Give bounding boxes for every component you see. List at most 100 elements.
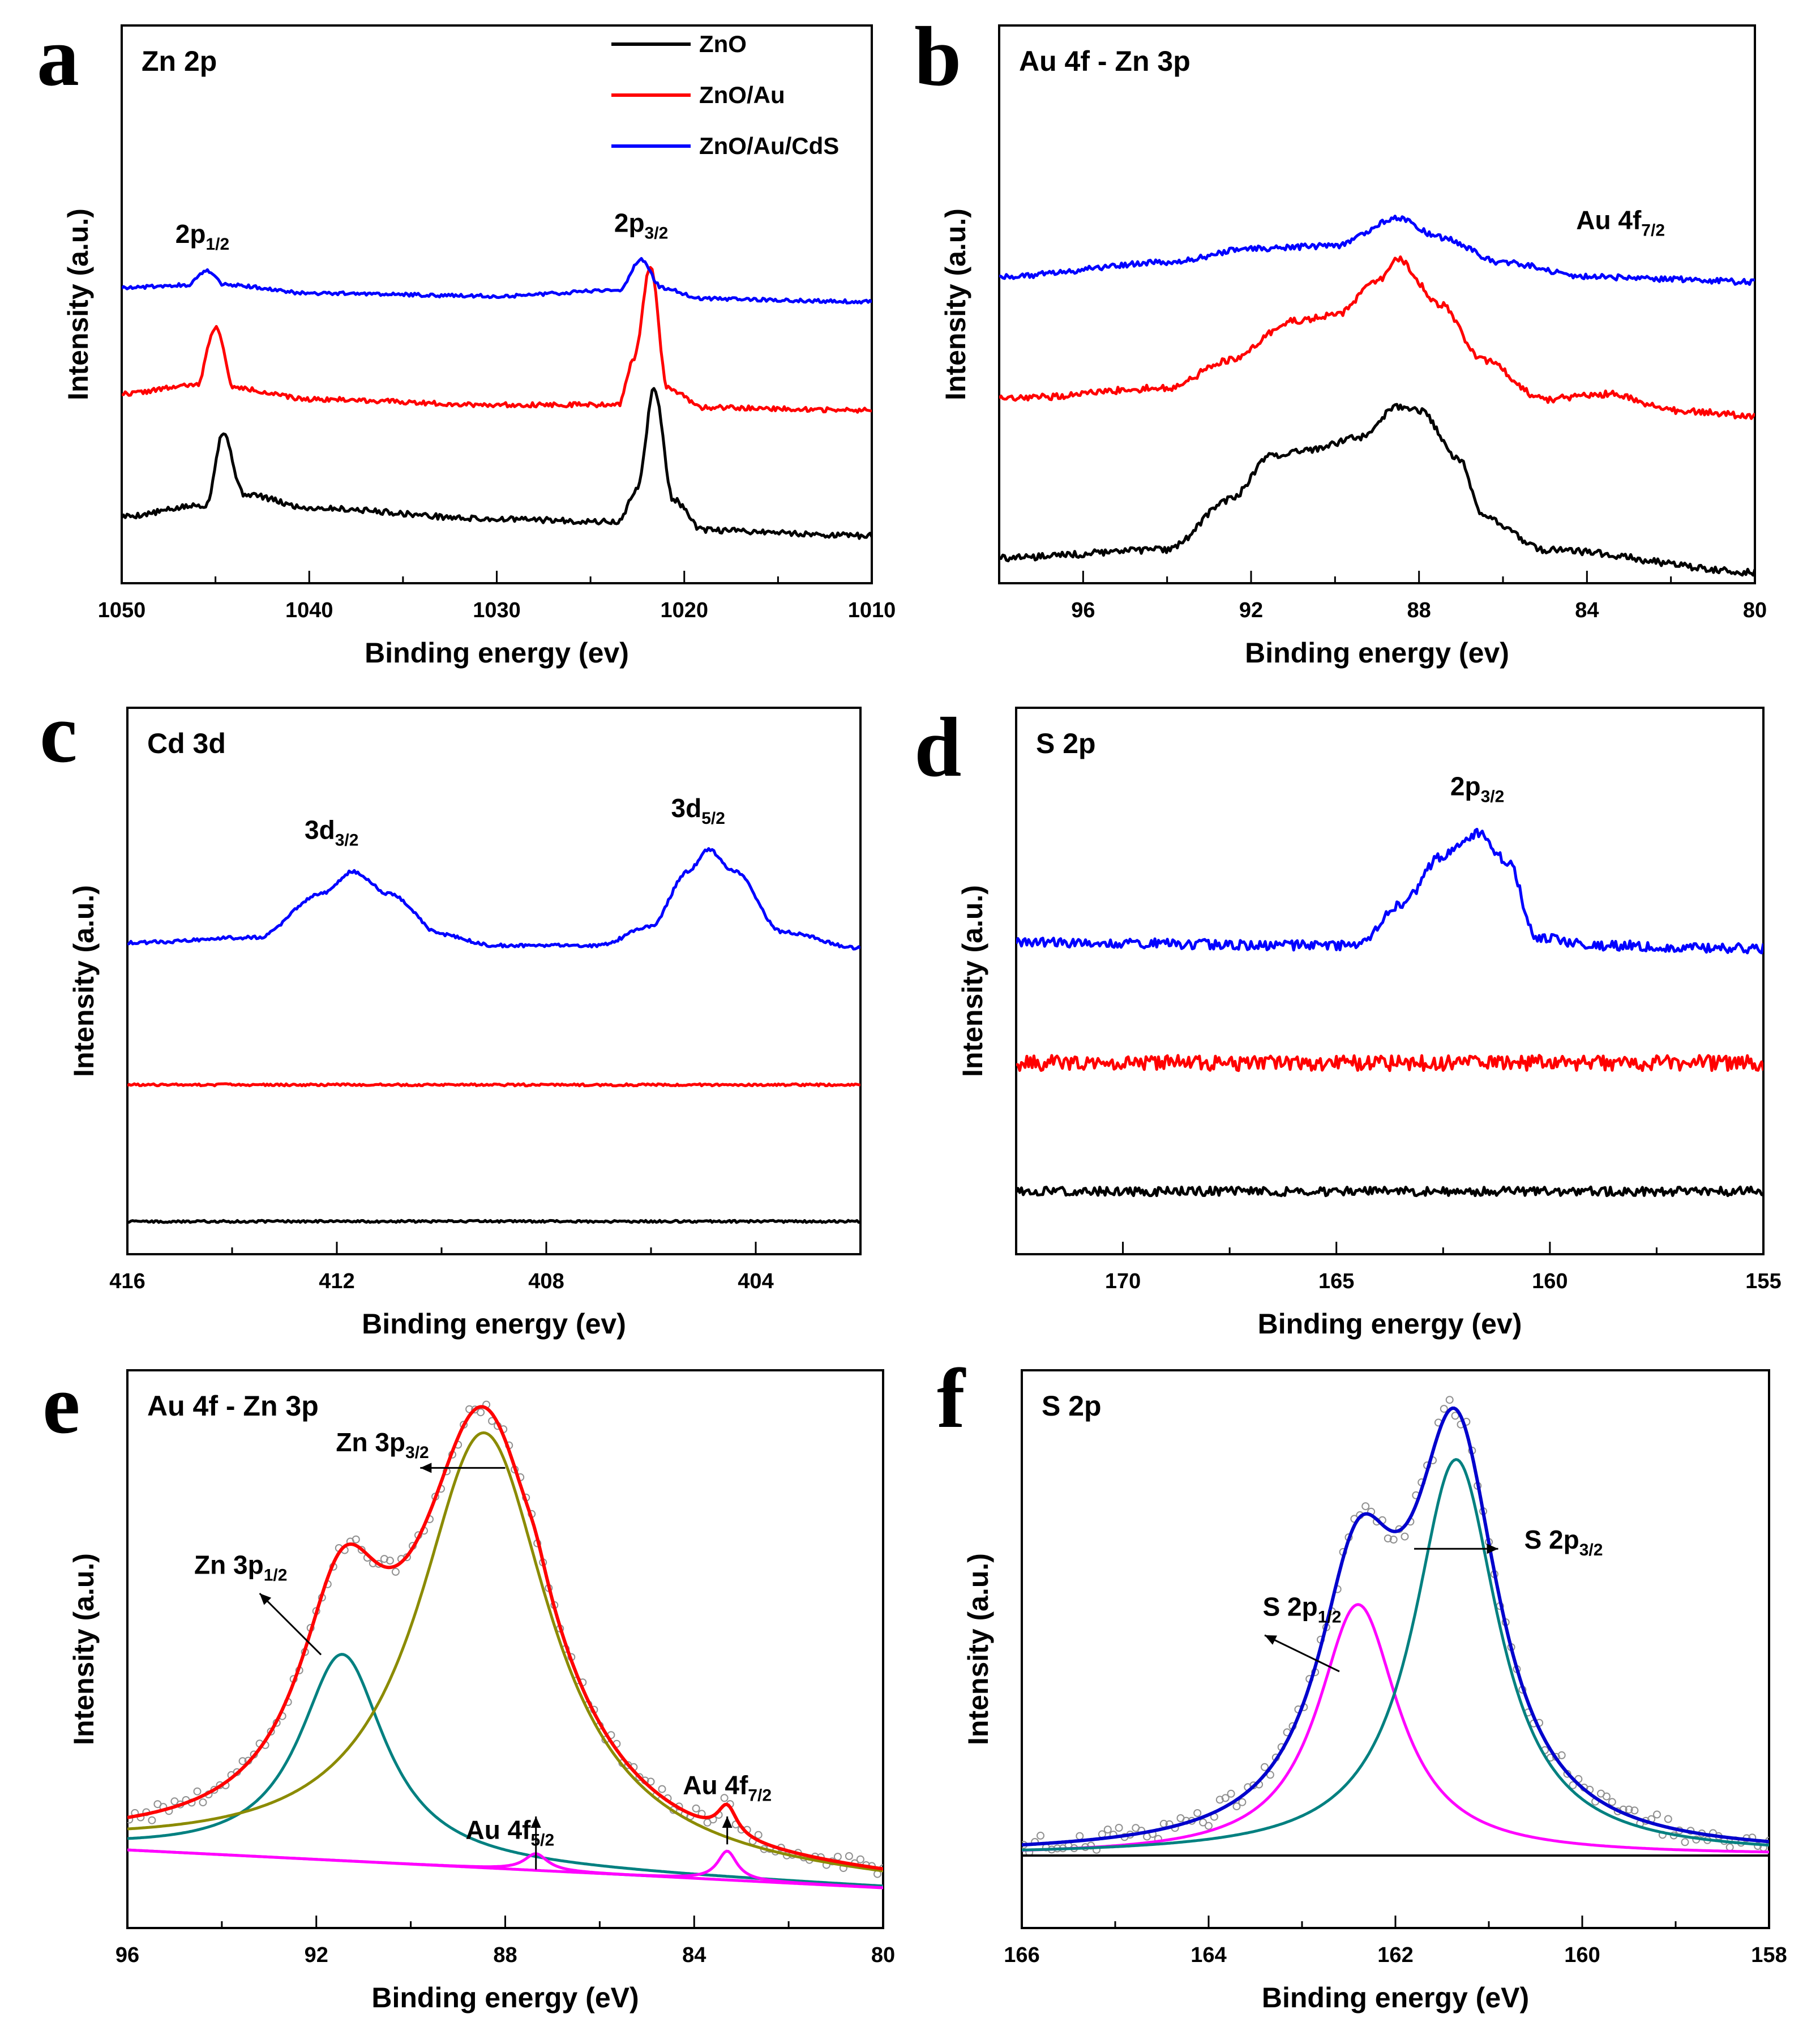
series-line-zno-au xyxy=(1016,1054,1763,1072)
peak-annotation: S 2p3/2 xyxy=(1524,1525,1603,1559)
plot-frame xyxy=(121,24,873,584)
x-tick-label: 1030 xyxy=(473,599,521,622)
data-point xyxy=(646,1777,655,1786)
data-point xyxy=(1261,1763,1269,1771)
data-point xyxy=(754,1831,763,1839)
x-tick-label: 88 xyxy=(1407,599,1431,622)
panel-title: Cd 3d xyxy=(147,728,226,759)
x-axis-label: Binding energy (ev) xyxy=(365,637,629,669)
data-point xyxy=(1569,1781,1577,1789)
data-point xyxy=(1597,1789,1605,1798)
data-point xyxy=(1205,1822,1213,1830)
x-tick-label: 1040 xyxy=(285,599,333,622)
series-line-zno-au xyxy=(127,1082,860,1088)
x-tick-label: 80 xyxy=(871,1943,895,1967)
data-point xyxy=(1193,1809,1202,1817)
x-tick-label: 92 xyxy=(1239,599,1263,622)
fit-sum-line xyxy=(1022,1407,1769,1847)
x-tick-label: 84 xyxy=(1575,599,1599,622)
annotation-arrowhead xyxy=(1487,1544,1498,1554)
data-point xyxy=(1608,1798,1616,1806)
x-tick-label: 170 xyxy=(1105,1269,1141,1293)
data-point xyxy=(1445,1396,1454,1404)
peak-annotation: 3d3/2 xyxy=(305,815,358,850)
panel-title: S 2p xyxy=(1042,1390,1102,1422)
fit-component-line xyxy=(1022,1458,1769,1852)
x-tick-label: 162 xyxy=(1377,1943,1413,1967)
data-point xyxy=(380,1555,388,1563)
fit-component-line xyxy=(1022,1603,1769,1854)
panel-c: c Cd 3d 416 412 408 404 Binding energy (ev) Int… xyxy=(40,686,862,1340)
data-point xyxy=(1176,1814,1185,1822)
peak-annotation: S 2p1/2 xyxy=(1263,1592,1342,1626)
data-point xyxy=(1451,1412,1459,1420)
data-point xyxy=(1653,1810,1661,1819)
x-axis-label: Binding energy (eV) xyxy=(371,1982,639,2014)
legend-entry: ZnO/Au xyxy=(699,82,785,108)
plot-area xyxy=(1016,828,1763,1198)
y-axis-label: Intensity (a.u.) xyxy=(68,885,100,1077)
x-axis-label: Binding energy (ev) xyxy=(1245,637,1509,669)
x-tick-label: 84 xyxy=(682,1943,706,1967)
data-point xyxy=(357,1546,366,1554)
data-point xyxy=(845,1852,853,1860)
fit-component-line xyxy=(127,1848,883,1890)
annotation-arrowhead xyxy=(259,1593,272,1605)
data-point xyxy=(199,1798,207,1807)
x-tick-label: 164 xyxy=(1191,1943,1226,1967)
fit-component-line xyxy=(127,1431,883,1873)
data-point xyxy=(1440,1405,1448,1413)
x-tick-label: 1050 xyxy=(98,599,146,622)
panel-letter: d xyxy=(914,700,961,794)
panel-letter: a xyxy=(37,10,79,104)
series-line-zno-au-cds xyxy=(122,257,872,305)
data-point xyxy=(703,1818,712,1827)
data-point xyxy=(856,1855,864,1863)
x-tick-label: 1020 xyxy=(660,599,708,622)
x-tick-label: 160 xyxy=(1532,1269,1568,1293)
peak-annotation: Zn 3p1/2 xyxy=(194,1550,287,1585)
x-tick-label: 166 xyxy=(1004,1943,1039,1967)
x-tick-label: 158 xyxy=(1751,1943,1787,1967)
data-point xyxy=(1681,1838,1689,1846)
peak-annotation: 2p3/2 xyxy=(614,208,668,242)
series-line-zno xyxy=(1016,1185,1763,1198)
y-axis-label: Intensity (a.u.) xyxy=(940,208,971,400)
peak-annotation: 2p1/2 xyxy=(175,219,229,254)
data-point xyxy=(1389,1536,1398,1544)
data-point xyxy=(1238,1798,1247,1806)
data-point xyxy=(1076,1832,1084,1840)
data-point xyxy=(1401,1532,1409,1541)
data-point xyxy=(1625,1805,1633,1814)
plot-area xyxy=(999,215,1755,577)
x-tick-label: 416 xyxy=(109,1269,145,1293)
data-point xyxy=(635,1773,644,1781)
annotation-arrowhead xyxy=(530,1816,541,1828)
x-tick-label: 404 xyxy=(738,1269,773,1293)
plot-frame xyxy=(1015,707,1765,1255)
data-point xyxy=(1630,1806,1639,1815)
fit-sum-line xyxy=(127,1405,883,1871)
data-point xyxy=(386,1557,394,1565)
panel-title: Au 4f - Zn 3p xyxy=(1019,45,1191,77)
data-point xyxy=(1232,1802,1241,1811)
annotation-arrowhead xyxy=(722,1816,733,1828)
data-point xyxy=(1725,1843,1734,1852)
panel-letter: e xyxy=(42,1357,80,1451)
legend-entry: ZnO/Au/CdS xyxy=(699,132,839,159)
legend-entry: ZnO xyxy=(699,31,747,57)
data-point xyxy=(1199,1818,1207,1827)
panel-e: e Au 4f - Zn 3p 96 92 88 84 80 Binding energy (… xyxy=(42,1357,895,2014)
data-point xyxy=(153,1800,162,1809)
panel-title: S 2p xyxy=(1036,728,1096,759)
panel-letter: c xyxy=(40,686,78,780)
series-line-zno-au xyxy=(999,255,1755,420)
y-axis-label: Intensity (a.u.) xyxy=(62,208,94,400)
x-tick-label: 408 xyxy=(528,1269,564,1293)
series-line-zno-au-cds xyxy=(1016,828,1763,955)
series-line-zno-au-cds xyxy=(127,847,860,951)
data-point xyxy=(374,1559,383,1568)
data-point xyxy=(658,1785,666,1793)
plot-area xyxy=(127,1400,883,1890)
